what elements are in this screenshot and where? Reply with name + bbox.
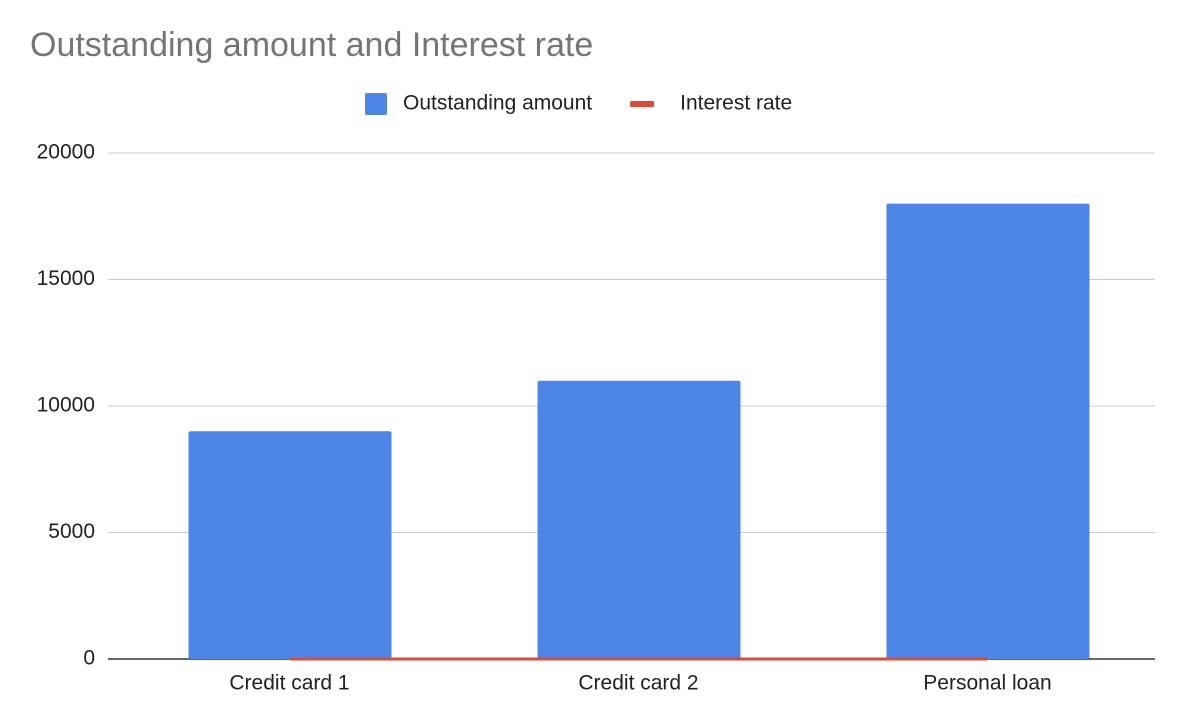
bar [886, 203, 1090, 659]
legend-label: Interest rate [680, 92, 792, 115]
y-tick-label: 20000 [37, 141, 95, 164]
x-tick-label: Personal loan [923, 672, 1051, 695]
legend-swatch [365, 93, 387, 115]
x-tick-label: Credit card 1 [229, 672, 349, 695]
y-tick-label: 0 [83, 647, 95, 670]
y-tick-label: 5000 [48, 520, 95, 543]
y-tick-label: 10000 [37, 394, 95, 417]
x-tick-label: Credit card 2 [578, 672, 698, 695]
chart-title: Outstanding amount and Interest rate [30, 26, 593, 64]
legend-label: Outstanding amount [403, 92, 592, 115]
bar [537, 380, 741, 659]
y-tick-label: 15000 [37, 267, 95, 290]
bar [188, 431, 392, 659]
legend-swatch [630, 101, 655, 107]
